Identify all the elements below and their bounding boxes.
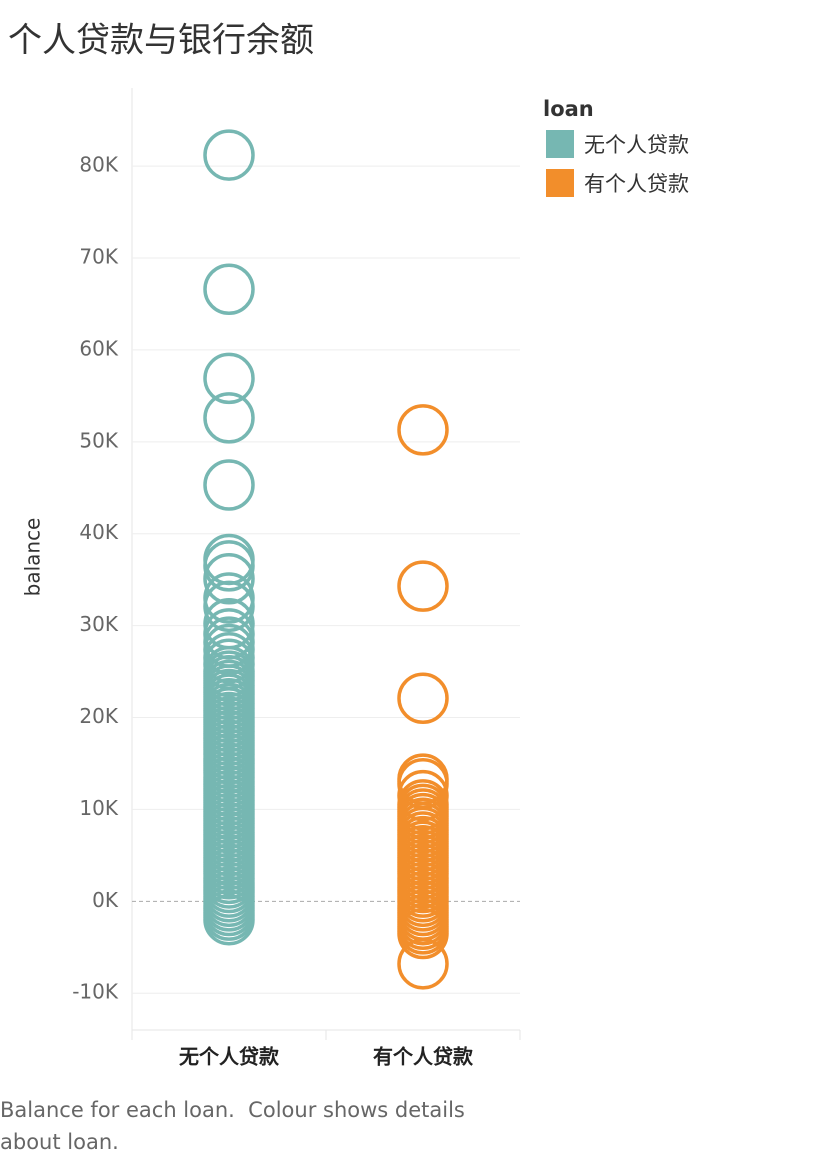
point	[397, 560, 449, 612]
y-tick-label: -10K	[72, 980, 119, 1004]
y-tick-label: 20K	[79, 704, 118, 728]
point	[203, 392, 255, 444]
y-axis-label: balance	[21, 518, 45, 597]
point	[203, 553, 255, 605]
y-tick-label: 0K	[92, 888, 119, 912]
legend-title: loan	[543, 97, 594, 121]
point	[397, 672, 449, 724]
point	[203, 540, 255, 592]
legend-label: 无个人贷款	[584, 133, 689, 157]
y-tick-label: 30K	[79, 612, 118, 636]
point	[203, 129, 255, 181]
point	[203, 459, 255, 511]
y-tick-label: 10K	[79, 796, 118, 820]
point	[203, 352, 255, 405]
point	[397, 404, 449, 456]
y-tick-label: 80K	[79, 153, 118, 177]
legend-swatch	[546, 130, 574, 158]
y-tick-label: 70K	[79, 245, 118, 269]
y-tick-label: 40K	[79, 520, 118, 544]
y-tick-label: 60K	[79, 336, 118, 360]
point	[397, 907, 449, 960]
legend-label: 有个人贷款	[584, 172, 689, 196]
legend-swatch	[546, 169, 574, 197]
x-tick-label: 无个人贷款	[179, 1045, 280, 1069]
x-tick-label: 有个人贷款	[373, 1045, 474, 1069]
caption: Balance for each loan. Colour shows deta…	[0, 1098, 472, 1154]
point	[203, 263, 255, 316]
chart-title: 个人贷款与银行余额	[8, 21, 314, 61]
y-tick-label: 50K	[79, 428, 118, 452]
point	[203, 580, 255, 633]
point	[203, 893, 255, 946]
